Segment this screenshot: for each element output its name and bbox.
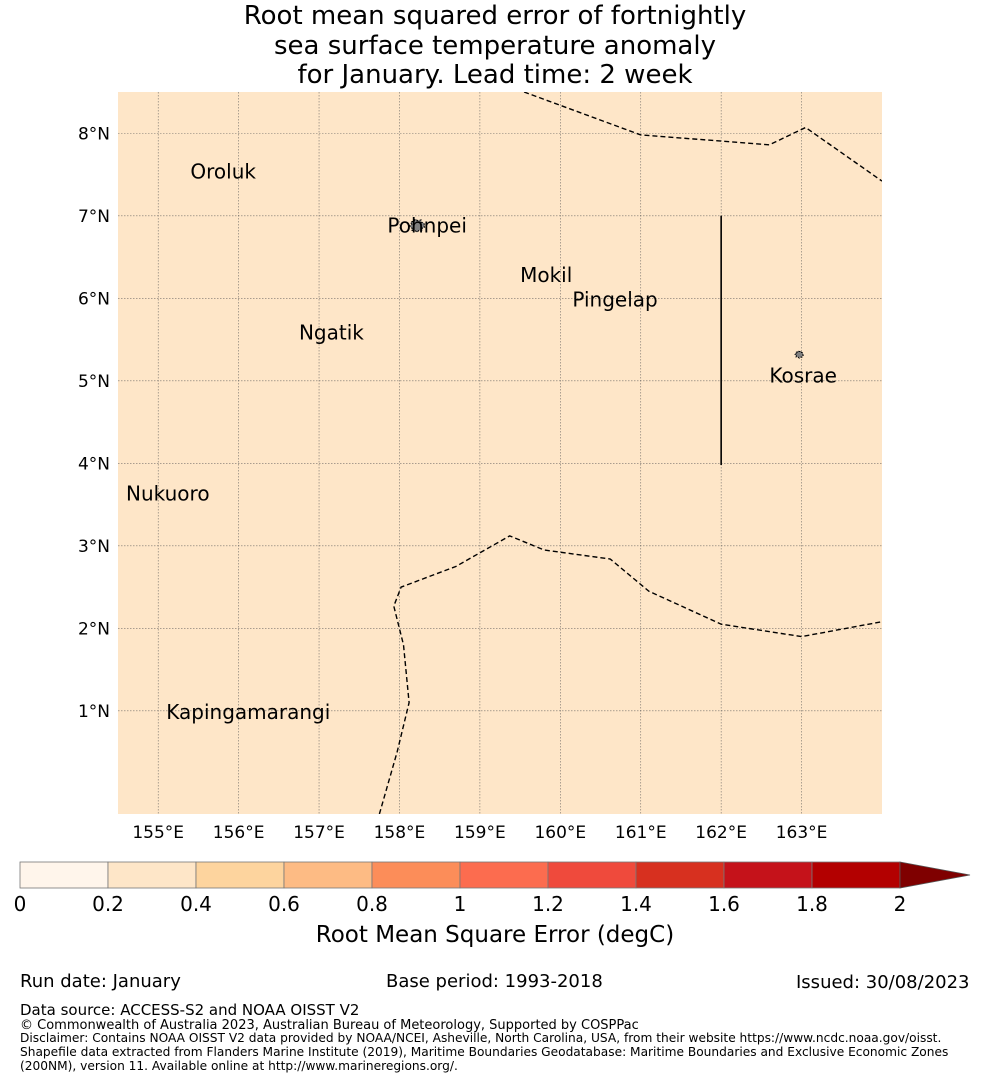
colorbar-tick-label: 1 [453,892,467,916]
colorbar-tick-label: 0 [13,892,27,916]
lon-tick-label: 155°E [132,823,184,843]
lon-tick-label: 160°E [534,823,586,843]
colorbar-segment [19,861,109,889]
title-line-2: sea surface temperature anomaly [274,30,716,61]
colorbar-segment [459,861,549,889]
issued-date: Issued: 30/08/2023 [796,972,970,993]
colorbar-tick-label: 0.6 [268,892,300,916]
colorbar-segment [635,861,725,889]
place-label: Pohnpei [387,213,467,237]
lat-tick-label: 7°N [78,207,110,227]
island-kosrae [794,350,804,359]
title-line-1: Root mean squared error of fortnightly [243,1,747,31]
colorbar [19,861,971,889]
lon-tick-label: 162°E [695,823,747,843]
data-source: Data source: ACCESS-S2 and NOAA OISST V2 [20,1001,360,1019]
colorbar-tick-label: 1.6 [708,892,740,916]
place-label: Ngatik [299,321,364,345]
colorbar-extend-arrow [899,861,971,889]
lat-tick-label: 2°N [78,619,110,639]
disclaimer-line-2: Shapefile data extracted from Flanders M… [20,1045,949,1059]
place-label: Pingelap [572,288,657,312]
chart-title: Root mean squared error of fortnightly s… [0,1,990,91]
place-label: Kapingamarangi [166,700,330,724]
lat-tick-label: 5°N [78,372,110,392]
gridlines [118,92,882,814]
place-label: Nukuoro [126,481,210,505]
colorbar-tick-label: 0.4 [180,892,212,916]
base-period: Base period: 1993-2018 [386,971,603,992]
colorbar-tick-label: 2 [893,892,907,916]
place-label: Kosrae [769,363,837,387]
lat-tick-label: 4°N [78,454,110,474]
colorbar-segment [107,861,197,889]
lon-tick-label: 161°E [615,823,667,843]
lat-tick-label: 1°N [78,702,110,722]
colorbar-segment [283,861,373,889]
colorbar-segment [195,861,285,889]
colorbar-tick-label: 0.8 [356,892,388,916]
colorbar-tick-label: 0.2 [92,892,124,916]
eez-boundary [523,92,882,182]
title-line-3: for January. Lead time: 2 week [297,60,693,90]
colorbar-segment [371,861,461,889]
run-date: Run date: January [20,971,181,992]
colorbar-label: Root Mean Square Error (degC) [315,922,675,948]
lon-tick-label: 158°E [374,823,426,843]
lon-tick-label: 157°E [293,823,345,843]
lon-tick-label: 156°E [213,823,265,843]
disclaimer-line-1: Disclaimer: Contains NOAA OISST V2 data … [20,1031,942,1045]
colorbar-tick-label: 1.4 [620,892,652,916]
colorbar-segment [723,861,813,889]
lat-tick-label: 8°N [78,124,110,144]
colorbar-segment [547,861,637,889]
copyright: © Commonwealth of Australia 2023, Austra… [20,1018,639,1033]
lat-tick-label: 6°N [78,289,110,309]
place-label: Oroluk [190,160,256,184]
lat-tick-label: 3°N [78,537,110,557]
rmse-field [118,92,882,814]
eez-boundary [378,535,882,814]
lon-tick-label: 159°E [454,823,506,843]
disclaimer-line-3: (200NM), version 11. Available online at… [20,1059,458,1073]
colorbar-tick-label: 1.8 [796,892,828,916]
map-plot: 155°E 156°E 157°E 158°E 159°E 160°E 161°E 162°E… [78,92,882,843]
island-pohnpei [408,218,426,234]
colorbar-segment [811,861,901,889]
place-label: Mokil [520,263,572,287]
colorbar-tick-label: 1.2 [532,892,564,916]
lon-tick-label: 163°E [776,823,828,843]
boundaries [378,92,882,814]
